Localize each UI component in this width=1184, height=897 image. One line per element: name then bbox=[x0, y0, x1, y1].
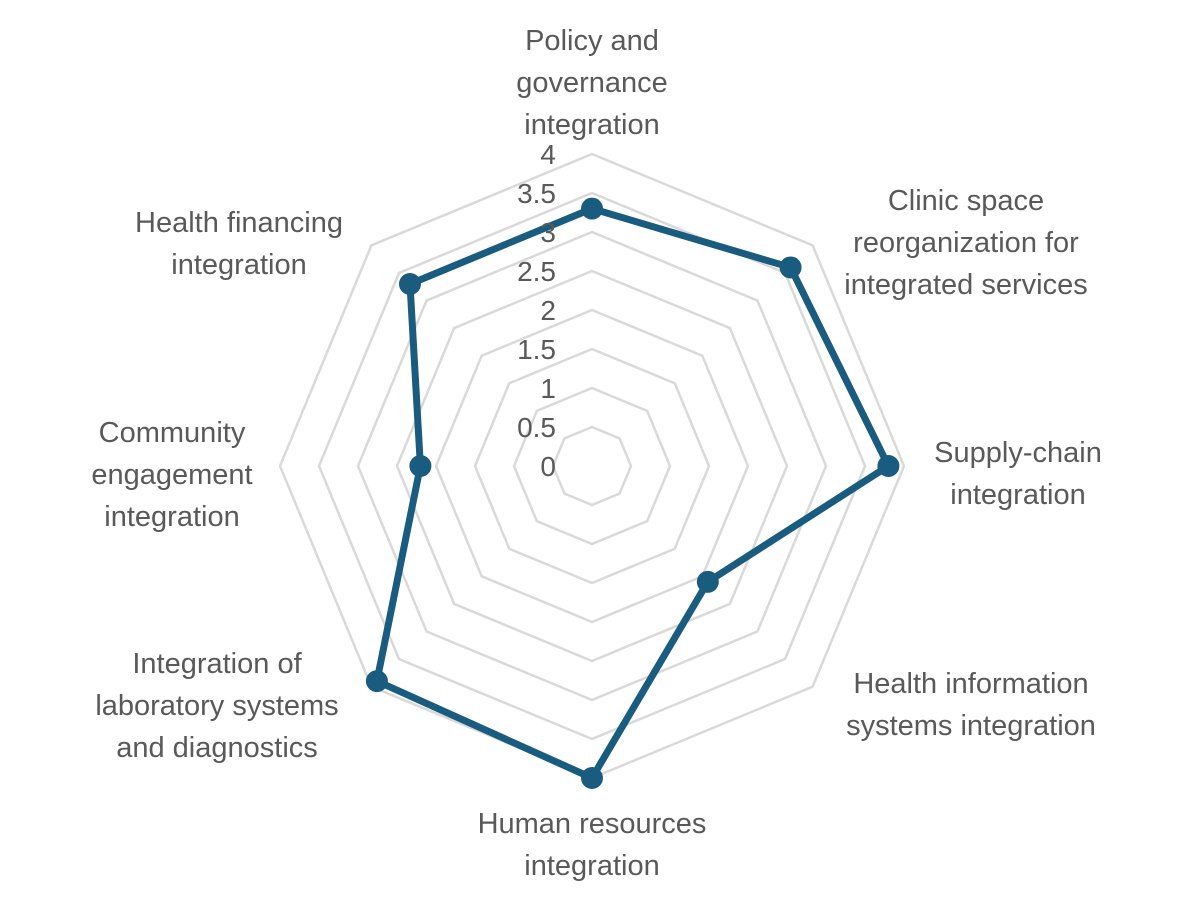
data-point-7 bbox=[398, 272, 421, 295]
category-label-7: Health financing integration bbox=[135, 207, 343, 281]
grid-ring-5 bbox=[395, 269, 789, 663]
category-label-5: Integration of laboratory systems and diag… bbox=[95, 648, 338, 764]
data-point-5 bbox=[365, 670, 388, 693]
radar-grid bbox=[278, 152, 906, 780]
grid-ring-1 bbox=[551, 425, 633, 507]
data-point-4 bbox=[581, 767, 603, 789]
radial-tick-label: 0 bbox=[540, 451, 556, 482]
radial-tick-label: 4 bbox=[540, 139, 556, 170]
category-label-1: Clinic space reorganization for integrated… bbox=[844, 185, 1087, 301]
category-label-4: Human resources integration bbox=[478, 808, 707, 882]
category-label-0: Policy and governance integration bbox=[516, 25, 668, 141]
data-point-2 bbox=[877, 455, 900, 477]
radial-tick-label: 0.5 bbox=[517, 412, 556, 443]
grid-ring-6 bbox=[356, 230, 828, 702]
category-label-3: Health information systems integration bbox=[846, 668, 1096, 742]
category-label-6: Community engagement integration bbox=[91, 417, 252, 533]
radial-tick-label: 2 bbox=[540, 295, 556, 326]
data-point-3 bbox=[696, 570, 719, 593]
data-point-1 bbox=[779, 256, 802, 279]
radial-tick-label: 2.5 bbox=[517, 256, 556, 287]
data-point-6 bbox=[409, 455, 432, 477]
category-label-2: Supply-chain integration bbox=[934, 437, 1102, 511]
radar-series bbox=[365, 197, 900, 789]
data-point-0 bbox=[581, 197, 603, 220]
grid-ring-4 bbox=[434, 308, 750, 624]
radial-tick-label: 3 bbox=[540, 217, 556, 248]
category-labels: Policy and governance integration Clinic sp… bbox=[91, 25, 1101, 882]
series-line-0 bbox=[373, 205, 892, 782]
radial-tick-labels: 0 0.5 1 1.5 2 2.5 3 3.5 4 bbox=[517, 139, 556, 482]
radial-tick-label: 3.5 bbox=[517, 178, 556, 209]
grid-ring-7 bbox=[317, 191, 867, 741]
grid-ring-2 bbox=[512, 386, 672, 546]
grid-ring-3 bbox=[473, 347, 711, 585]
radial-tick-label: 1.5 bbox=[517, 334, 556, 365]
radial-tick-label: 1 bbox=[540, 373, 556, 404]
